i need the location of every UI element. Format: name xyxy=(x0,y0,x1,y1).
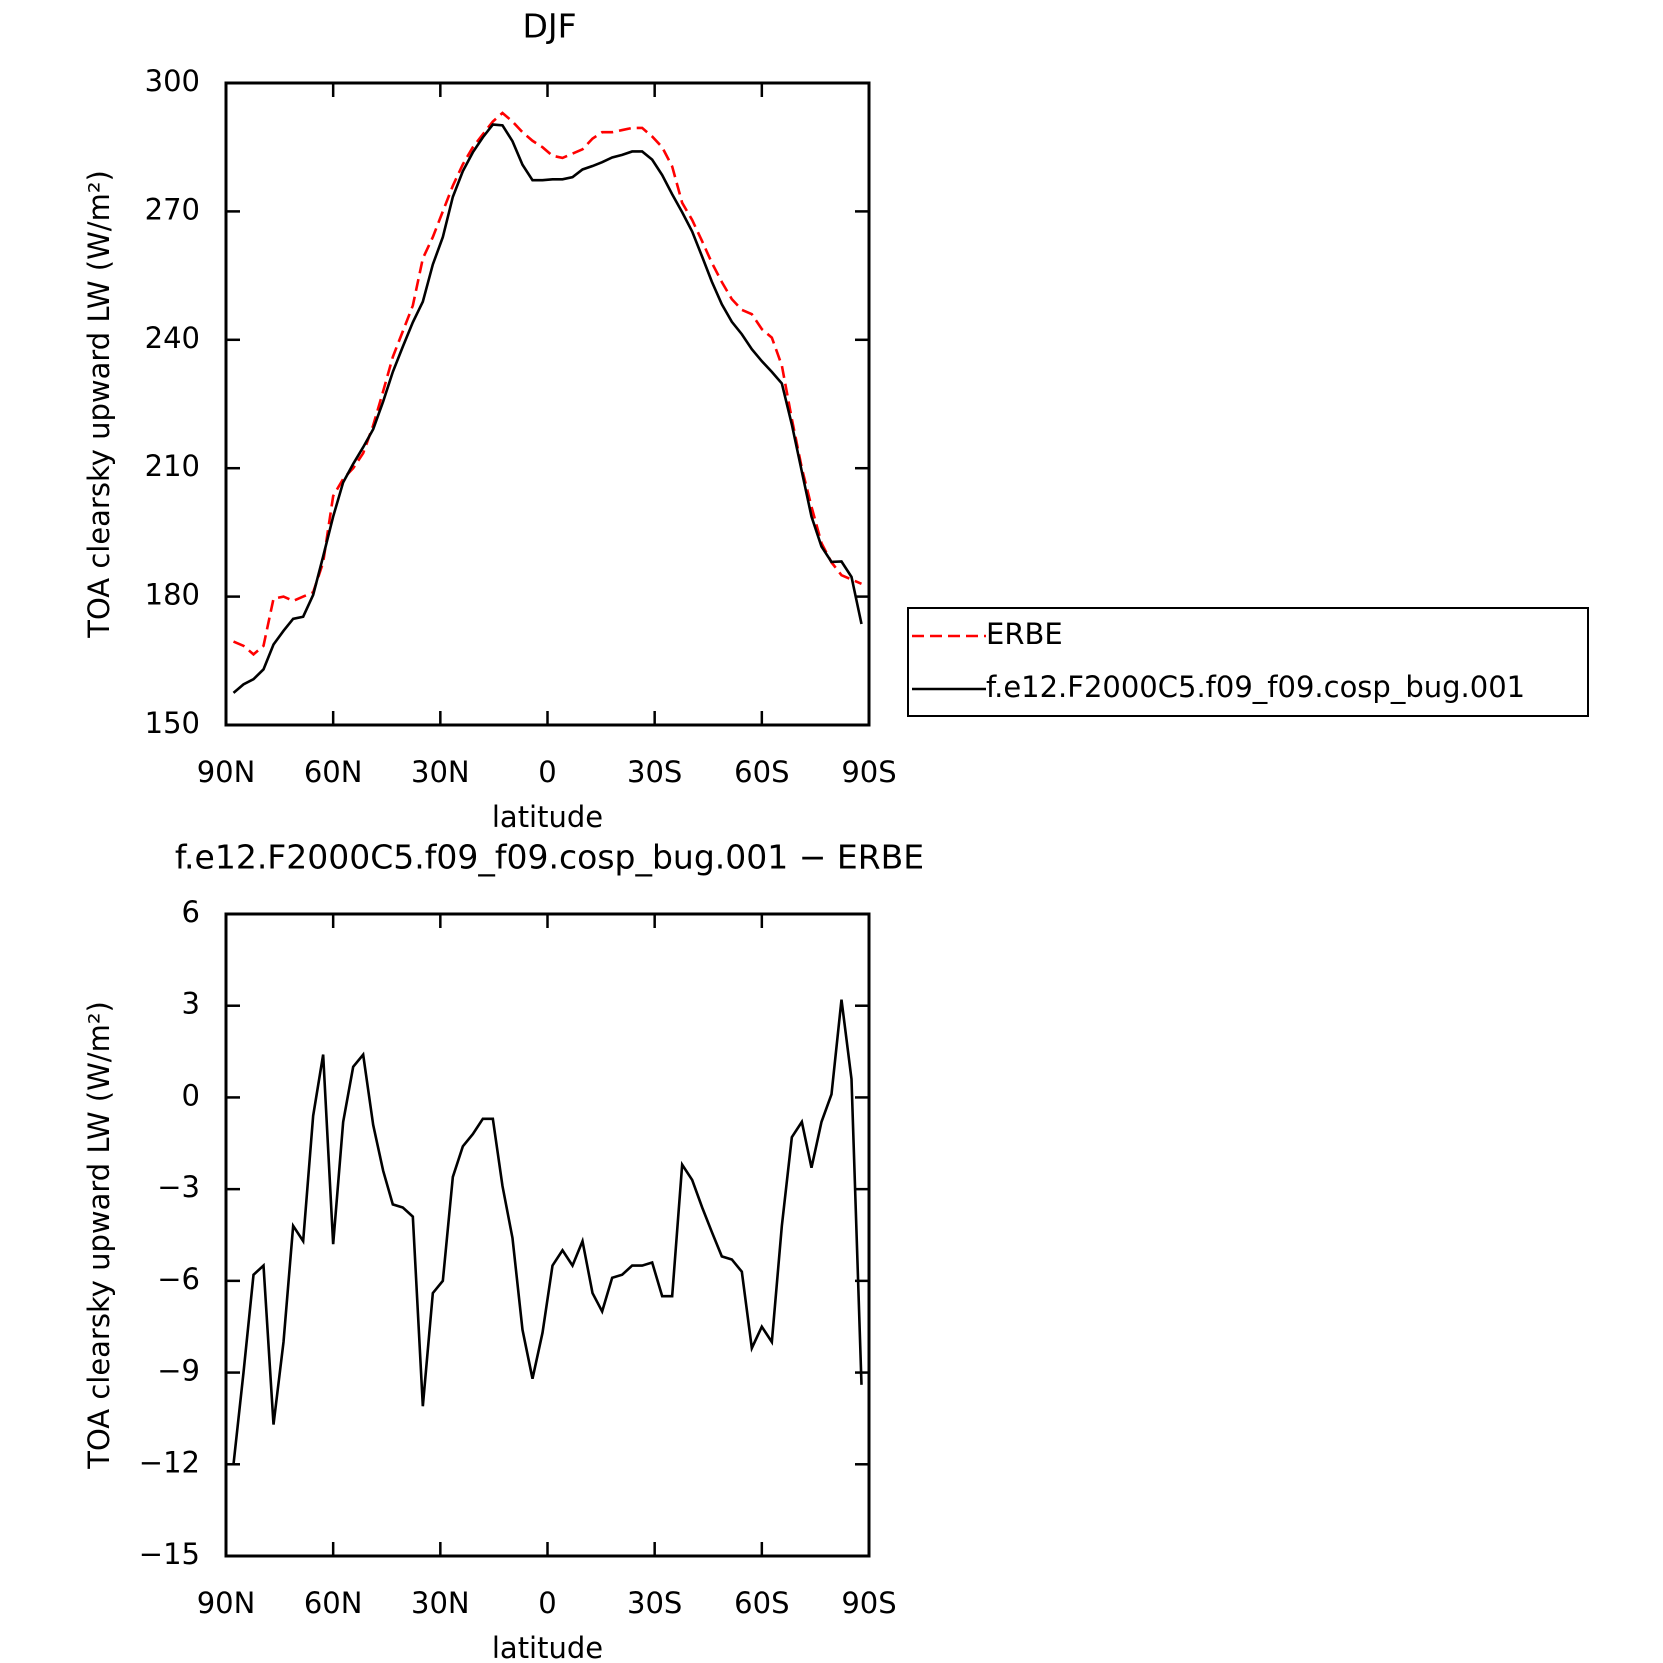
x-tick-label: 30S xyxy=(627,755,682,789)
x-axis-title: latitude xyxy=(492,800,603,834)
x-tick-label: 0 xyxy=(538,755,556,789)
chart-title: DJF xyxy=(522,7,576,46)
y-tick-label: −12 xyxy=(139,1445,200,1479)
x-tick-label: 90S xyxy=(841,1586,896,1620)
x-tick-label: 60N xyxy=(304,755,363,789)
x-tick-label: 30S xyxy=(627,1586,682,1620)
y-tick-label: 300 xyxy=(145,64,200,98)
legend-label: ERBE xyxy=(986,617,1063,651)
y-tick-label: 210 xyxy=(145,449,200,483)
x-tick-label: 90S xyxy=(841,755,896,789)
x-tick-label: 90N xyxy=(197,1586,256,1620)
x-tick-label: 60S xyxy=(734,755,789,789)
y-tick-label: 3 xyxy=(182,987,200,1021)
data-line xyxy=(232,999,863,1465)
y-tick-label: −9 xyxy=(157,1354,200,1388)
y-tick-label: 150 xyxy=(145,706,200,740)
x-tick-label: 60S xyxy=(734,1586,789,1620)
legend-label: f.e12.F2000C5.f09_f09.cosp_bug.001 xyxy=(986,670,1525,704)
y-tick-label: −15 xyxy=(139,1537,200,1571)
plot-frame xyxy=(224,81,871,727)
y-tick-label: 0 xyxy=(182,1078,200,1112)
chart-title: f.e12.F2000C5.f09_f09.cosp_bug.001 − ERB… xyxy=(175,838,924,877)
plot-frame xyxy=(224,912,871,1558)
y-axis-title: TOA clearsky upward LW (W/m²) xyxy=(82,1001,116,1470)
x-tick-label: 60N xyxy=(304,1586,363,1620)
y-axis-title: TOA clearsky upward LW (W/m²) xyxy=(82,170,116,639)
data-line xyxy=(232,111,863,657)
y-tick-label: −3 xyxy=(157,1170,200,1204)
y-tick-label: 180 xyxy=(145,578,200,612)
x-tick-label: 90N xyxy=(197,755,256,789)
x-tick-label: 0 xyxy=(538,1586,556,1620)
y-tick-label: 270 xyxy=(145,192,200,226)
y-tick-label: 6 xyxy=(182,895,200,929)
legend-box xyxy=(907,607,1589,717)
x-tick-label: 30N xyxy=(411,755,470,789)
data-line xyxy=(232,123,863,694)
x-tick-label: 30N xyxy=(411,1586,470,1620)
x-axis-title: latitude xyxy=(492,1631,603,1663)
y-tick-label: −6 xyxy=(157,1262,200,1296)
y-tick-label: 240 xyxy=(145,321,200,355)
